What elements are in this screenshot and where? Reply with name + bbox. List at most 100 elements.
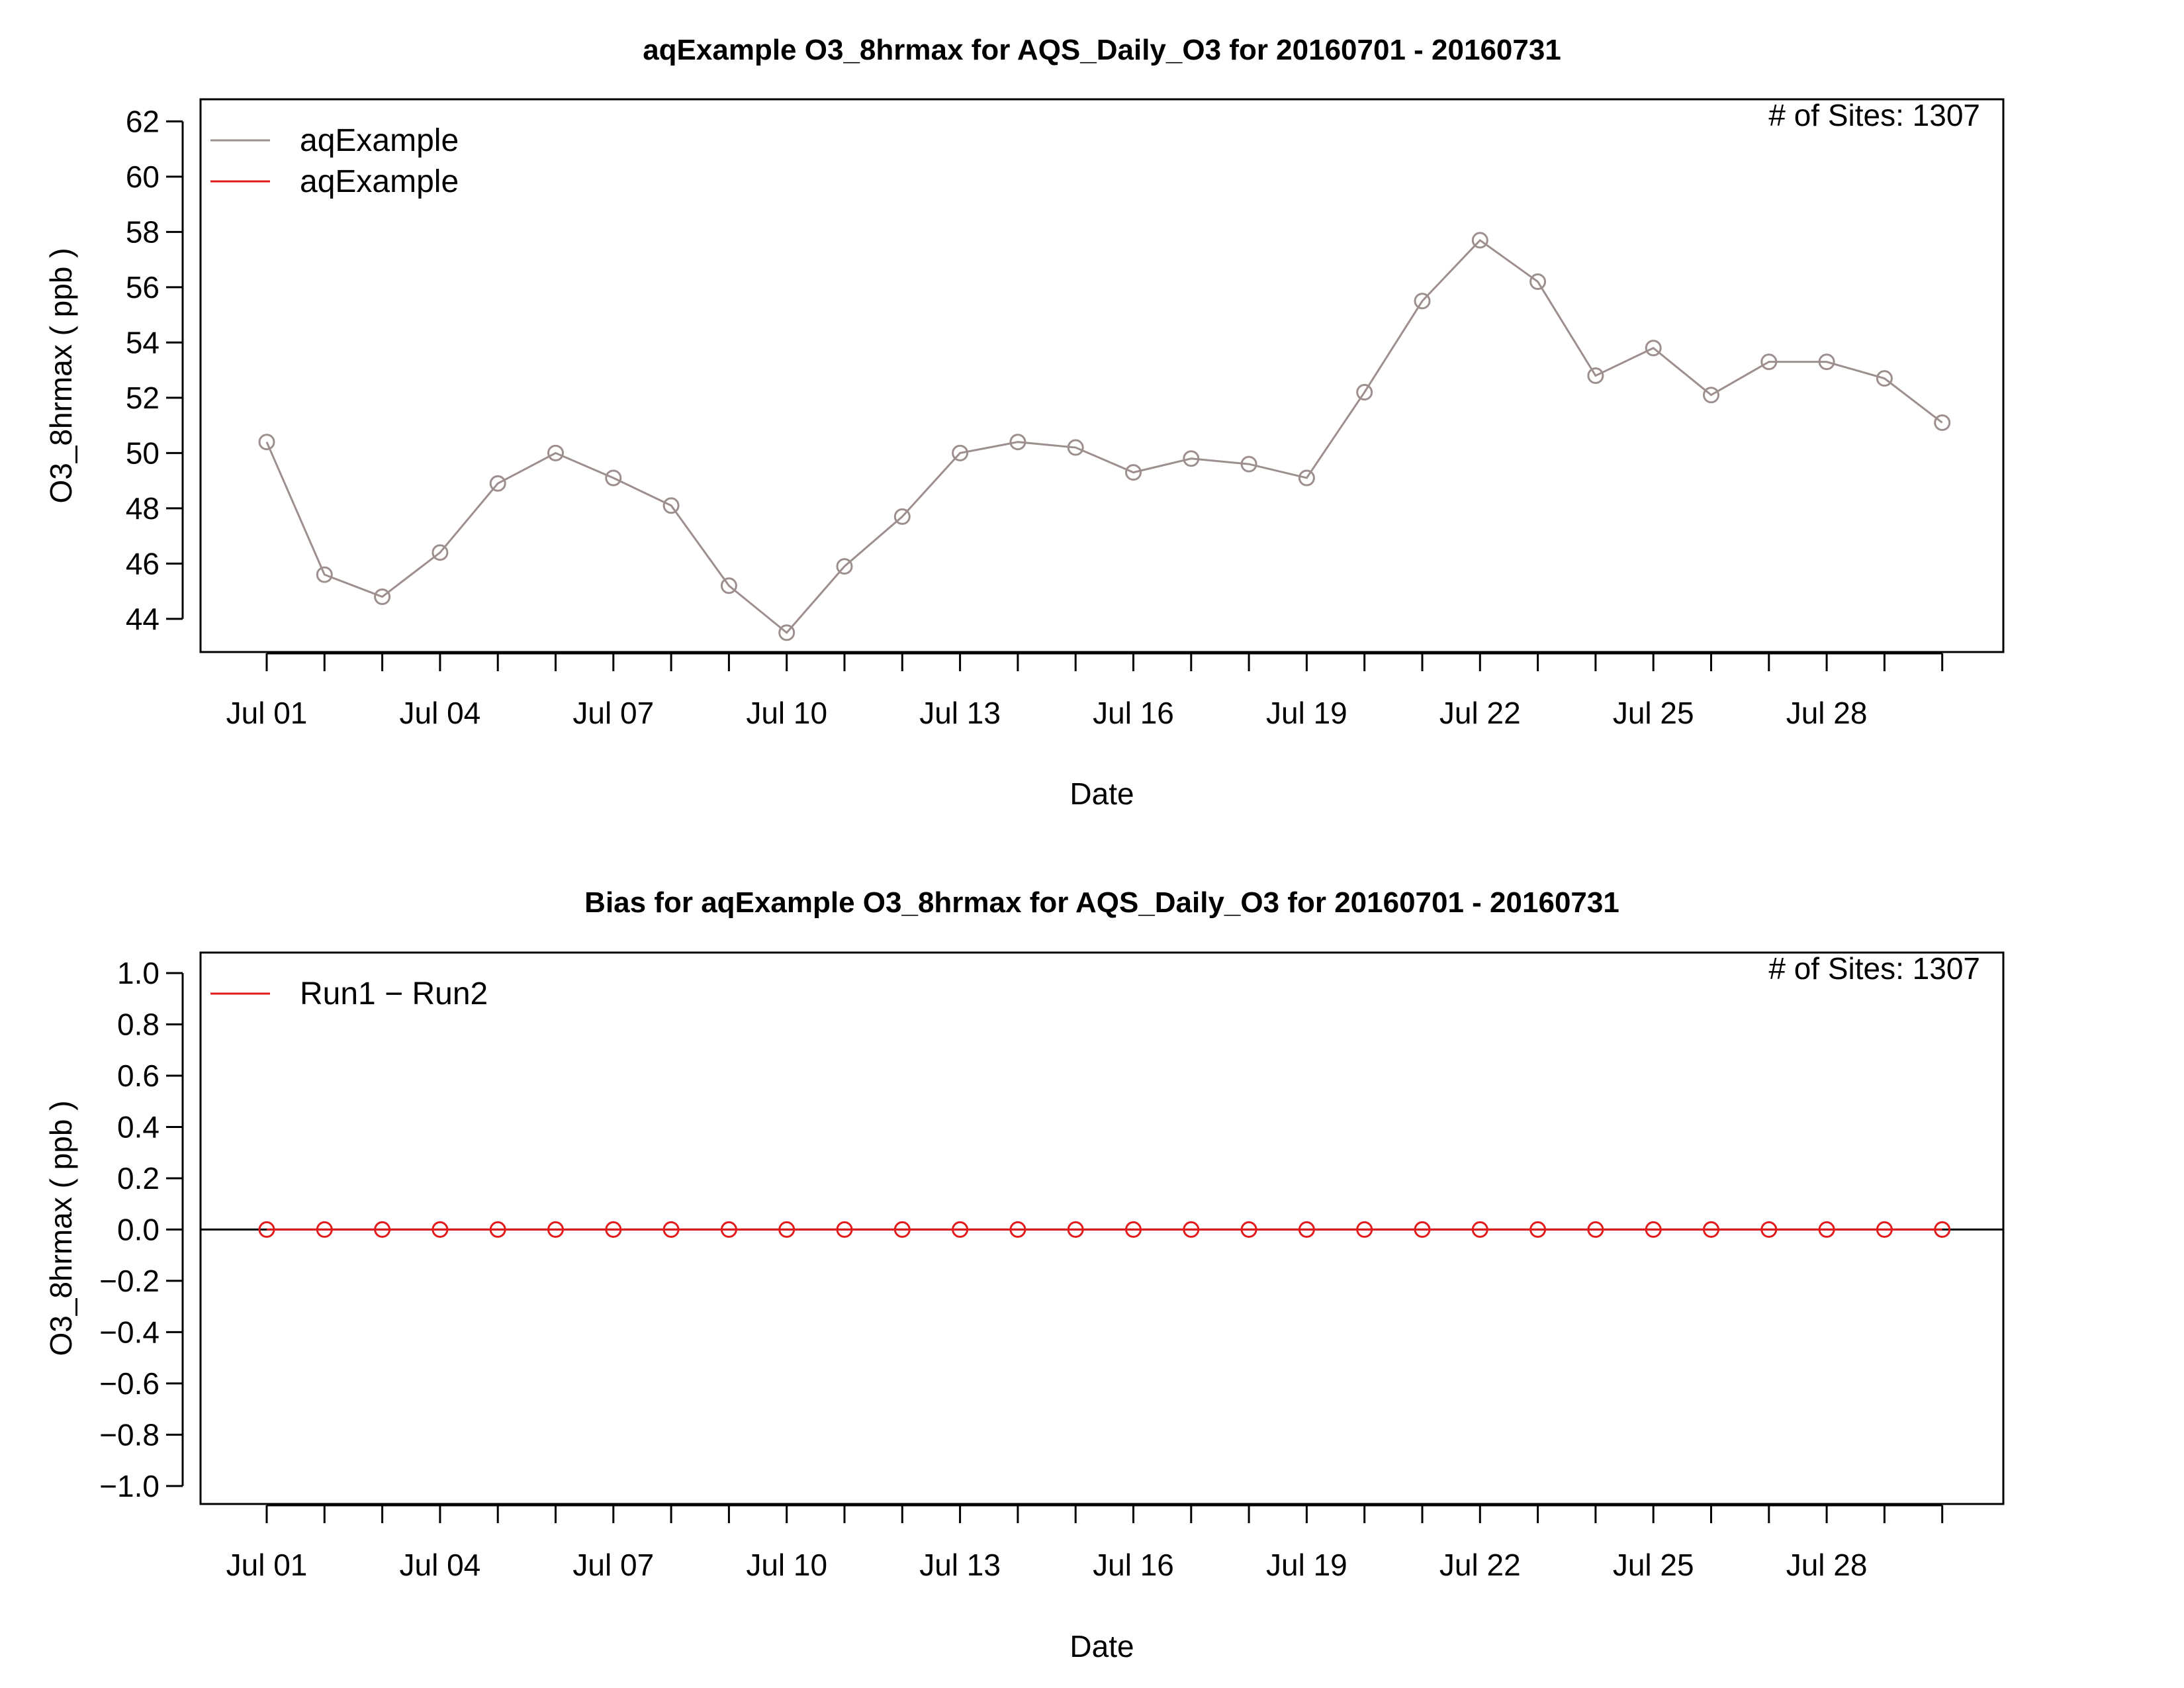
y-tick-label: 0.0 <box>117 1212 159 1246</box>
y-tick-label: 56 <box>126 270 159 305</box>
x-tick-label: Jul 04 <box>400 1548 481 1582</box>
data-point <box>1414 1221 1431 1238</box>
data-point <box>258 434 275 451</box>
data-point <box>893 508 911 525</box>
data-point <box>432 544 449 561</box>
y-tick-label: −0.6 <box>99 1366 159 1401</box>
data-point <box>662 1221 680 1238</box>
data-point <box>605 469 622 487</box>
x-tick-label: Jul 01 <box>226 696 308 730</box>
data-point <box>547 444 564 461</box>
x-axis-title: Date <box>1069 1629 1134 1664</box>
data-point <box>1703 387 1719 404</box>
data-point <box>1876 370 1893 387</box>
x-tick-label: Jul 25 <box>1613 696 1694 730</box>
y-tick-label: 58 <box>126 214 159 249</box>
data-point <box>1529 1221 1547 1238</box>
data-point <box>1818 1221 1835 1238</box>
y-tick-label: 60 <box>126 160 159 194</box>
data-point <box>893 1221 911 1238</box>
data-point <box>1414 293 1431 310</box>
data-point <box>1645 1221 1662 1238</box>
x-tick-label: Jul 07 <box>572 696 654 730</box>
data-point <box>1587 367 1604 384</box>
y-tick-label: −0.4 <box>99 1315 159 1349</box>
data-point <box>1009 434 1026 451</box>
data-point <box>1183 1221 1200 1238</box>
data-point <box>489 1221 506 1238</box>
data-point <box>1934 1221 1951 1238</box>
data-point <box>605 1221 622 1238</box>
data-point <box>1298 1221 1315 1238</box>
legend-label: aqExample <box>300 123 459 158</box>
y-tick-label: 48 <box>126 491 159 526</box>
y-tick-label: 0.6 <box>117 1058 159 1093</box>
x-tick-label: Jul 10 <box>746 1548 827 1582</box>
data-point <box>1934 414 1951 431</box>
data-point <box>1703 1221 1719 1238</box>
data-point <box>1067 439 1084 456</box>
data-point <box>1298 469 1315 487</box>
y-tick-label: 0.8 <box>117 1007 159 1041</box>
data-point <box>836 558 853 575</box>
y-tick-label: 46 <box>126 546 159 581</box>
data-point <box>489 475 506 492</box>
x-axis-title: Date <box>1069 776 1134 811</box>
data-point <box>1587 1221 1604 1238</box>
x-tick-label: Jul 19 <box>1266 696 1347 730</box>
y-tick-label: 54 <box>126 325 159 359</box>
data-point <box>1760 353 1778 371</box>
x-tick-label: Jul 19 <box>1266 1548 1347 1582</box>
x-tick-label: Jul 22 <box>1439 1548 1521 1582</box>
x-tick-label: Jul 16 <box>1093 696 1174 730</box>
y-tick-label: −0.2 <box>99 1264 159 1298</box>
data-point <box>374 588 391 605</box>
plot-frame <box>199 951 2005 1505</box>
data-point <box>1356 1221 1373 1238</box>
x-tick-label: Jul 10 <box>746 696 827 730</box>
chart-panel-1: aqExample O3_8hrmax for AQS_Daily_O3 for… <box>44 34 2005 811</box>
data-point <box>1125 1221 1142 1238</box>
y-tick-label: 1.0 <box>117 956 159 990</box>
series-line <box>265 238 1943 634</box>
data-point <box>1240 455 1257 473</box>
chart-title: aqExample O3_8hrmax for AQS_Daily_O3 for… <box>643 34 1561 66</box>
x-tick-label: Jul 28 <box>1786 696 1868 730</box>
chart-panel-2: Bias for aqExample O3_8hrmax for AQS_Dai… <box>44 886 2005 1664</box>
x-tick-label: Jul 25 <box>1613 1548 1694 1582</box>
data-point <box>1240 1221 1257 1238</box>
y-tick-label: −1.0 <box>99 1469 159 1503</box>
data-point <box>1876 1221 1893 1238</box>
data-point <box>778 1221 796 1238</box>
y-tick-label: 44 <box>126 602 159 636</box>
y-axis-title: O3_8hrmax ( ppb ) <box>44 1100 78 1356</box>
legend-label: aqExample <box>300 164 459 199</box>
plot-frame <box>199 98 2005 653</box>
data-point <box>432 1221 449 1238</box>
data-point <box>778 624 796 641</box>
y-tick-label: −0.8 <box>99 1417 159 1452</box>
data-point <box>1471 1221 1488 1238</box>
legend-label: Run1 − Run2 <box>300 976 488 1011</box>
y-tick-label: 52 <box>126 381 159 415</box>
x-tick-label: Jul 28 <box>1786 1548 1868 1582</box>
y-axis-title: O3_8hrmax ( ppb ) <box>44 248 78 503</box>
x-tick-label: Jul 16 <box>1093 1548 1174 1582</box>
chart-title: Bias for aqExample O3_8hrmax for AQS_Dai… <box>584 886 1619 919</box>
x-tick-label: Jul 01 <box>226 1548 308 1582</box>
data-point <box>1529 273 1547 291</box>
data-point <box>1818 353 1835 371</box>
y-tick-label: 62 <box>126 104 159 138</box>
x-tick-label: Jul 13 <box>919 696 1001 730</box>
y-tick-label: 50 <box>126 436 159 470</box>
sites-count-label: # of Sites: 1307 <box>1768 98 1980 132</box>
data-point <box>374 1221 391 1238</box>
data-point <box>1183 450 1200 467</box>
sites-count-label: # of Sites: 1307 <box>1768 951 1980 986</box>
data-point <box>547 1221 564 1238</box>
data-point <box>720 1221 737 1238</box>
data-point <box>1760 1221 1778 1238</box>
data-point <box>662 497 680 514</box>
data-point <box>1471 232 1488 249</box>
data-point <box>1356 384 1373 401</box>
